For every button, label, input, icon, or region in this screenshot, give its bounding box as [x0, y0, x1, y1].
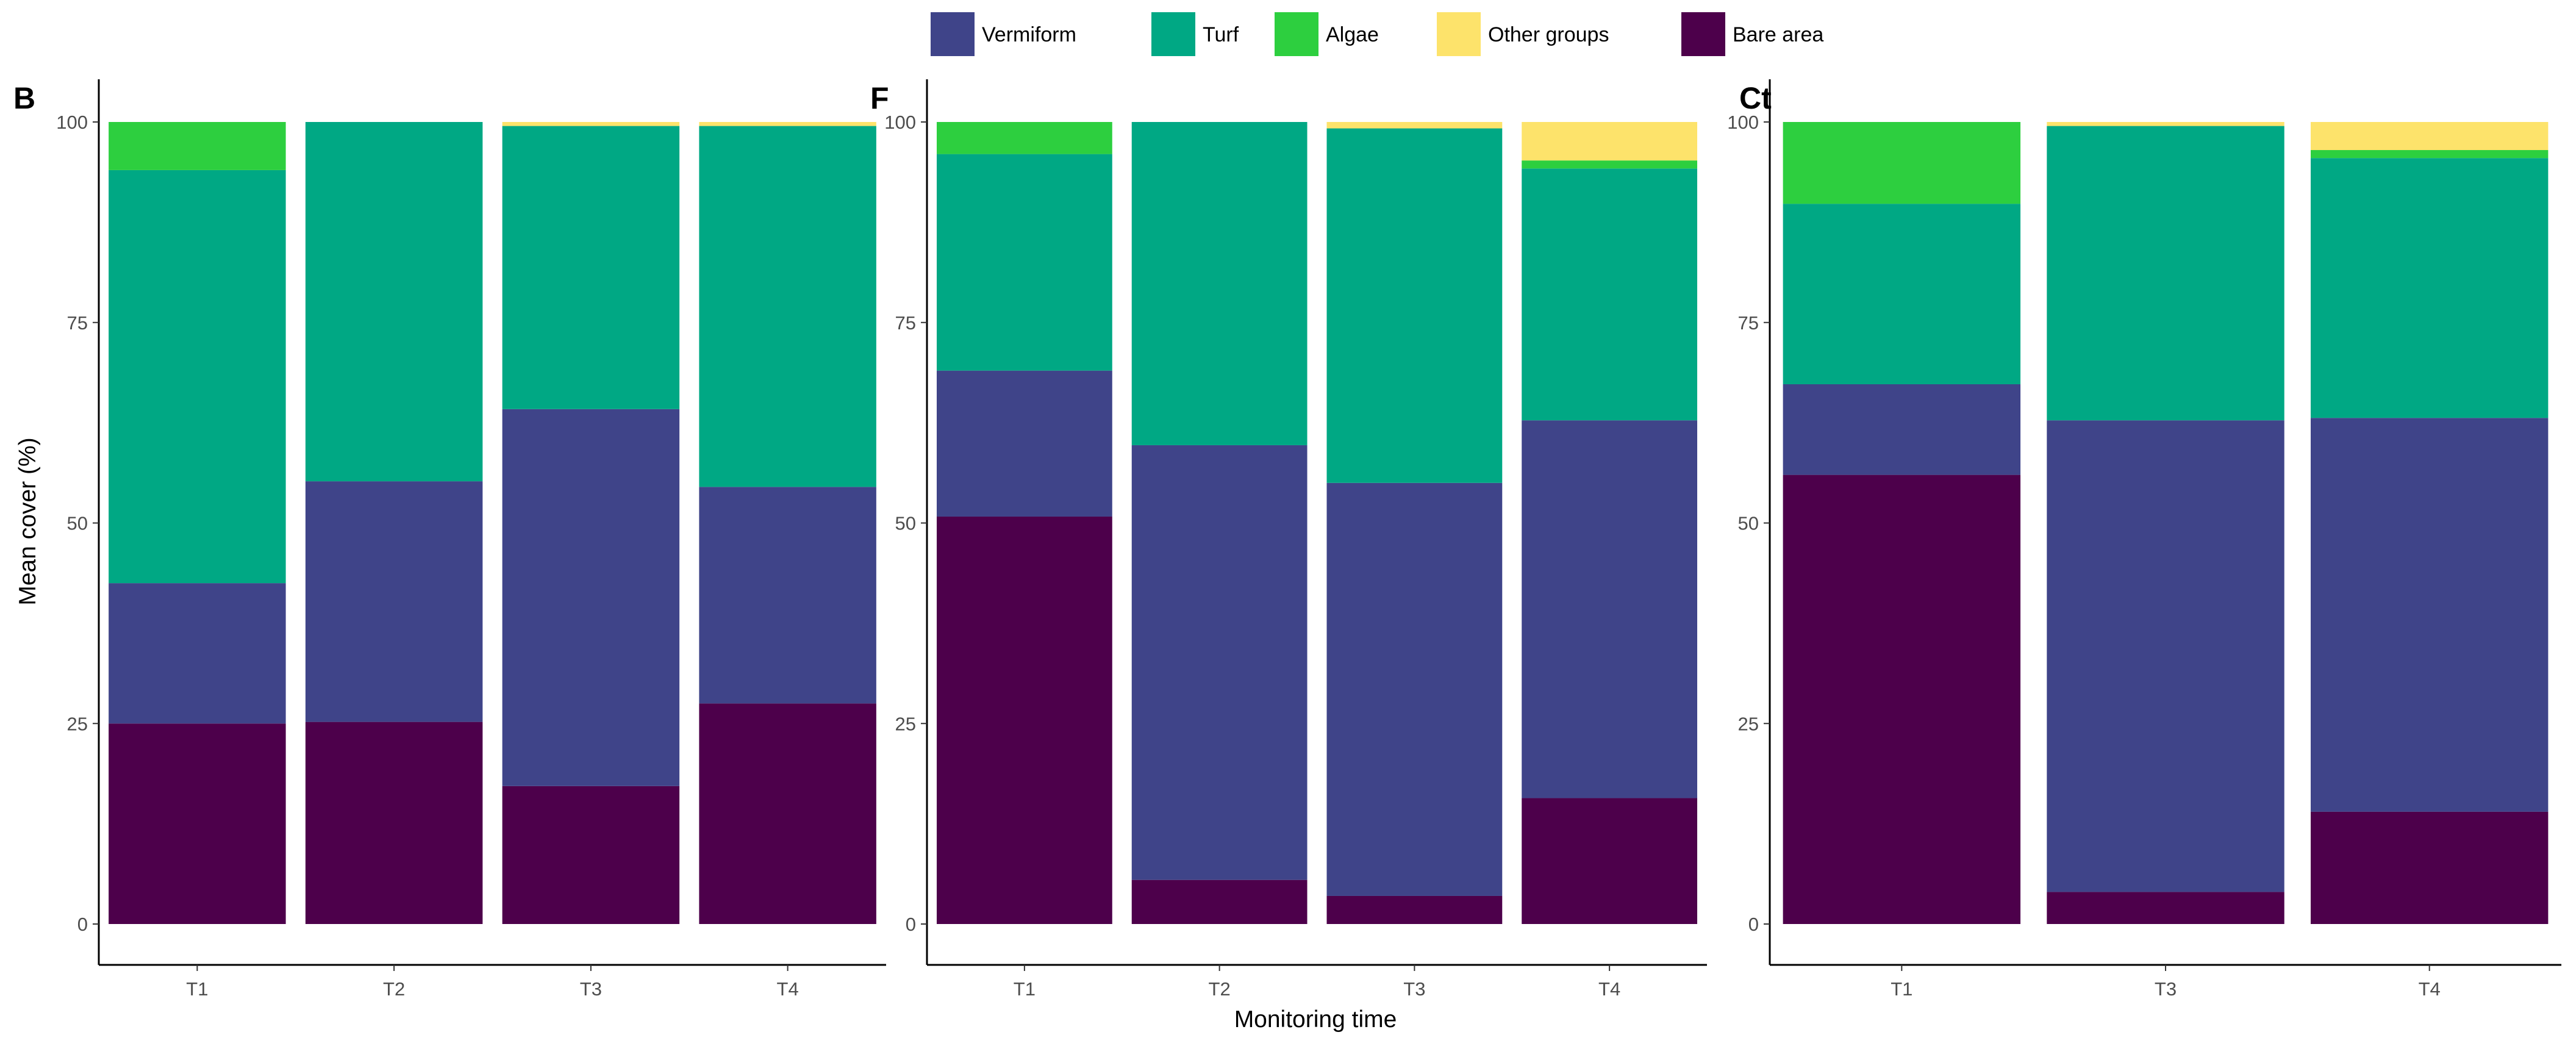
bar-segment-vermiform-t3	[2047, 420, 2284, 892]
bar-segment-vermiform-t4	[2310, 418, 2549, 812]
y-tick-label: 50	[67, 513, 88, 534]
bar-segment-turf-t1	[936, 154, 1112, 371]
y-tick-label: 0	[906, 914, 916, 935]
legend-key-other-groups	[1437, 12, 1481, 56]
y-tick-label: 75	[67, 312, 88, 334]
y-tick-label: 25	[895, 713, 916, 734]
bar-segment-vermiform-t2	[1131, 445, 1308, 880]
bar-segment-bare-area-t1	[936, 516, 1112, 924]
x-tick-label: T2	[1209, 978, 1231, 1000]
bar-segment-algae-t4	[1522, 160, 1698, 169]
x-tick-label: T4	[777, 978, 799, 1000]
bar-segment-turf-t3	[502, 126, 680, 409]
panel-tag: F	[870, 81, 889, 115]
bar-segment-bare-area-t4	[699, 703, 876, 924]
bar-segment-vermiform-t4	[699, 487, 876, 704]
panel-b: B 0 25 50 75 100 T1 T2 T3 T4	[13, 79, 886, 1000]
bar-segment-algae-t4	[2310, 150, 2549, 159]
bar-segment-algae-t1	[1783, 122, 2021, 204]
x-axis-title: Monitoring time	[1234, 1006, 1397, 1033]
legend-label-bare-area: Bare area	[1733, 23, 1823, 46]
panel-tag: Ct	[1739, 81, 1772, 115]
bar-segment-other-groups-t3	[502, 122, 680, 126]
bar-segment-bare-area-t2	[1131, 879, 1308, 924]
bar-segment-vermiform-t1	[1783, 384, 2021, 475]
x-tick-label: T3	[580, 978, 602, 1000]
bar-segment-bare-area-t4	[2310, 811, 2549, 924]
x-tick-label: T4	[2419, 978, 2441, 1000]
legend-key-bare-area	[1681, 12, 1725, 56]
x-tick-label: T2	[383, 978, 405, 1000]
y-tick-label: 75	[1738, 312, 1759, 334]
bar-segment-vermiform-t2	[305, 481, 483, 722]
y-tick-label: 50	[1738, 513, 1759, 534]
y-tick-label: 0	[77, 914, 88, 935]
bar-segment-bare-area-t4	[1522, 798, 1698, 924]
bar-segment-bare-area-t3	[502, 786, 680, 924]
bar-segment-turf-t4	[699, 126, 876, 487]
bar-segment-turf-t4	[1522, 168, 1698, 421]
legend-label-turf: Turf	[1203, 23, 1239, 46]
bar-segment-vermiform-t3	[1326, 482, 1503, 896]
legend-label-vermiform: Vermiform	[982, 23, 1076, 46]
panel-tag: B	[13, 81, 35, 115]
y-tick-label: 100	[1727, 112, 1759, 133]
legend: Vermiform Turf Algae Other groups Bare area	[931, 12, 1823, 56]
bar-segment-algae-t1	[109, 122, 286, 170]
y-tick-label: 25	[1738, 713, 1759, 734]
bar-segment-vermiform-t1	[109, 583, 286, 724]
bar-segment-bare-area-t2	[305, 722, 483, 924]
y-tick-label: 50	[895, 513, 916, 534]
bar-segment-other-groups-t4	[699, 122, 876, 126]
x-tick-label: T3	[1403, 978, 1425, 1000]
bar-segment-turf-t3	[1326, 128, 1503, 483]
x-tick-label: T1	[1014, 978, 1036, 1000]
bar-segment-other-groups-t4	[1522, 122, 1698, 161]
bar-segment-other-groups-t4	[2310, 122, 2549, 151]
bar-segment-vermiform-t4	[1522, 420, 1698, 798]
y-tick-label: 0	[1748, 914, 1759, 935]
bar-segment-turf-t4	[2310, 158, 2549, 418]
bar-segment-vermiform-t1	[936, 370, 1112, 517]
x-tick-label: T4	[1598, 978, 1620, 1000]
bar-segment-bare-area-t1	[1783, 475, 2021, 924]
panel-ct: Ct 0 25 50 75 100 T1 T3 T4	[1727, 79, 2561, 1000]
y-tick-label: 25	[67, 713, 88, 734]
bar-segment-turf-t2	[305, 122, 483, 482]
y-tick-label: 100	[884, 112, 916, 133]
x-tick-label: T1	[186, 978, 208, 1000]
bar-segment-turf-t3	[2047, 126, 2284, 421]
bar-segment-turf-t2	[1131, 122, 1308, 445]
panel-f: F 0 25 50 75 100 T1 T2 T3 T4	[870, 79, 1707, 1000]
y-tick-label: 100	[56, 112, 88, 133]
bar-segment-bare-area-t1	[109, 723, 286, 924]
legend-label-other-groups: Other groups	[1488, 23, 1609, 46]
legend-key-turf	[1151, 12, 1195, 56]
bar-segment-vermiform-t3	[502, 409, 680, 786]
bar-segment-turf-t1	[109, 170, 286, 584]
legend-label-algae: Algae	[1326, 23, 1379, 46]
legend-key-algae	[1275, 12, 1318, 56]
x-tick-label: T3	[2155, 978, 2177, 1000]
bar-segment-bare-area-t3	[1326, 895, 1503, 924]
bar-segment-other-groups-t3	[1326, 122, 1503, 129]
y-axis-title: Mean cover (%)	[15, 437, 41, 605]
y-tick-label: 75	[895, 312, 916, 334]
x-tick-label: T1	[1891, 978, 1912, 1000]
bar-segment-other-groups-t3	[2047, 122, 2284, 126]
bar-segment-bare-area-t3	[2047, 892, 2284, 924]
bar-segment-turf-t1	[1783, 204, 2021, 385]
bar-segment-algae-t1	[936, 122, 1112, 154]
legend-key-vermiform	[931, 12, 975, 56]
